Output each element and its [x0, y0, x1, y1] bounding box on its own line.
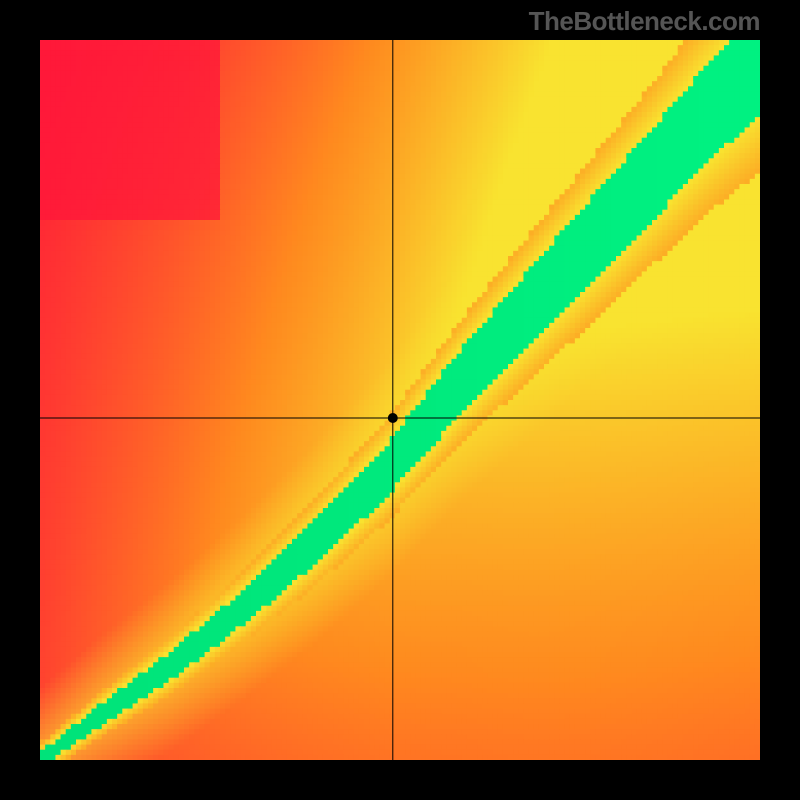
heatmap-svg: [40, 40, 760, 760]
crosshair-marker: [388, 413, 398, 423]
heatmap-chart: [40, 40, 760, 760]
watermark-text: TheBottleneck.com: [529, 6, 760, 37]
